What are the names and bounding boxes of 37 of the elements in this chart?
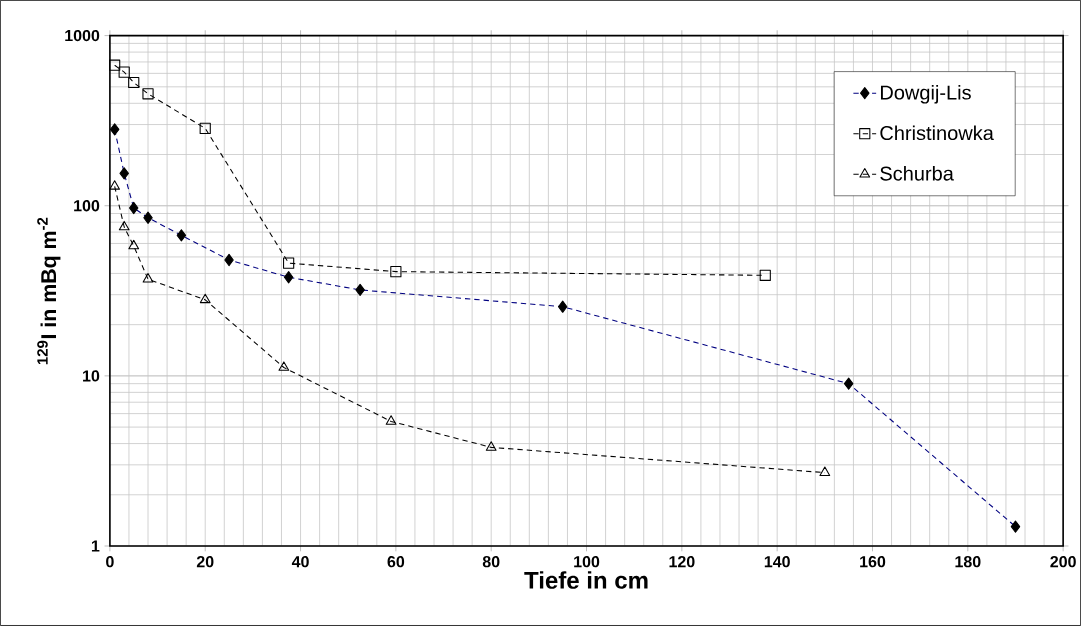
point xyxy=(390,266,402,278)
point xyxy=(819,466,831,476)
y-tick-label: 10 xyxy=(83,370,100,382)
x-tick-label: 180 xyxy=(955,556,981,568)
point xyxy=(199,122,211,135)
point xyxy=(128,76,140,89)
y-tick-label: 1000 xyxy=(65,29,100,42)
x-tick-label: 60 xyxy=(387,556,405,568)
x-tick-label: 100 xyxy=(574,556,600,568)
x-tick-label: 80 xyxy=(482,556,500,568)
point xyxy=(283,257,295,269)
y-tick-label: 1 xyxy=(91,540,100,552)
point xyxy=(118,66,130,78)
point xyxy=(109,59,121,71)
y-axis-title: $^{129}$I in mBq m$^{-2}$ xyxy=(37,217,61,365)
x-tick-label: 120 xyxy=(669,556,695,568)
legend-label: Dowgij-Lis xyxy=(880,84,971,104)
point xyxy=(128,239,140,250)
point xyxy=(142,273,154,283)
x-tick-label: 40 xyxy=(291,556,309,568)
x-tick-label: 200 xyxy=(1050,556,1076,568)
legend-label: Christinowka xyxy=(880,125,994,141)
point xyxy=(142,88,154,100)
point xyxy=(199,293,211,304)
point xyxy=(109,180,121,190)
y-tick-label: 100 xyxy=(74,200,100,212)
x-tick-label: 160 xyxy=(860,556,886,568)
point xyxy=(385,415,397,425)
point xyxy=(485,441,497,451)
x-axis-title: Tiefe in cm xyxy=(524,571,648,589)
x-tick-label: 0 xyxy=(106,556,114,568)
x-tick-label: 140 xyxy=(764,556,790,568)
point xyxy=(278,361,290,371)
x-tick-label: 20 xyxy=(196,556,214,568)
legend-label: Schurba xyxy=(880,165,954,181)
point xyxy=(759,269,771,281)
point xyxy=(118,220,130,231)
